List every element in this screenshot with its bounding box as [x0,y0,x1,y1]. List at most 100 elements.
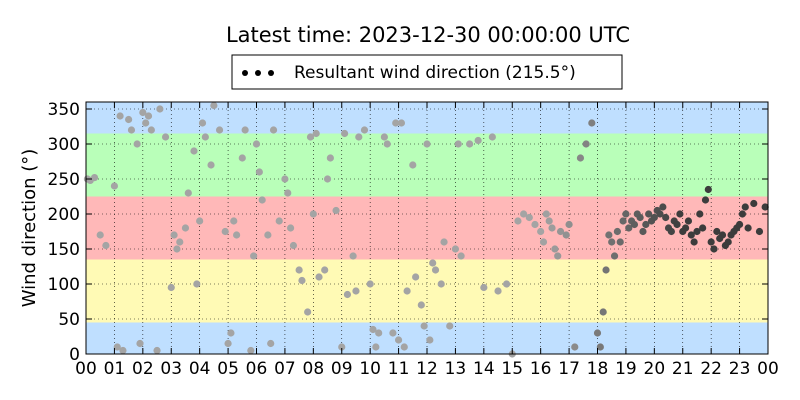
data-point [241,126,249,134]
data-point [153,346,161,355]
data-point [446,322,454,330]
data-point [610,252,619,260]
x-tick-label: 00 [75,359,97,379]
legend-marker [255,70,261,76]
data-point [724,238,732,246]
x-tick-label: 22 [700,359,722,379]
data-point [267,339,275,348]
data-point [554,252,562,260]
data-point [681,224,690,232]
legend-label: Resultant wind direction (215.5°) [294,63,576,83]
data-point [548,224,556,232]
data-point [221,227,229,236]
data-point [352,287,360,295]
data-points [83,101,769,358]
data-point [133,140,141,148]
data-point [420,322,428,330]
data-point [713,227,721,236]
data-point [394,336,403,344]
data-point [474,136,482,145]
data-point [309,210,317,218]
data-point [397,119,406,127]
x-tick-label: 13 [445,359,467,379]
data-point [451,245,460,253]
y-tick-label: 100 [48,275,80,295]
data-point [238,154,246,162]
data-point [545,217,553,225]
data-point [412,273,420,281]
data-point [639,227,647,236]
data-point [525,213,533,222]
data-point [116,112,124,120]
x-tick-label: 21 [672,359,694,379]
data-point [571,343,579,351]
data-point [562,231,570,239]
x-tick-label: 02 [132,359,154,379]
data-point [383,140,391,148]
x-tick-label: 16 [530,359,552,379]
data-point [659,203,667,211]
data-point [366,280,374,288]
data-point [429,259,437,267]
x-tick-label: 01 [104,359,126,379]
data-point [693,227,701,236]
data-point [96,231,104,239]
data-point [642,220,650,229]
data-point [423,140,431,148]
y-tick-label: 350 [48,100,80,120]
data-point [454,140,462,148]
data-point [198,119,207,127]
data-point [599,308,607,316]
data-point [167,283,175,292]
data-point [190,147,198,155]
x-tick-label: 17 [558,359,580,379]
data-point [181,224,190,232]
data-point [662,213,670,222]
data-point [170,231,178,239]
data-point [380,133,388,141]
data-point [701,196,710,204]
y-axis-ticks: 0 50 100 150 200 250 300 350 [48,100,768,365]
data-point [608,238,616,246]
data-point [215,126,224,134]
y-axis-label: Wind direction (°) [19,149,40,308]
data-point [710,245,718,253]
data-point [287,224,295,232]
data-point [718,231,727,239]
data-point [707,238,715,246]
data-point [690,238,698,246]
data-point [625,224,633,232]
data-point [110,182,119,190]
data-point [289,241,298,250]
data-point [210,101,218,110]
data-point [531,220,539,229]
x-tick-label: 03 [160,359,182,379]
legend-marker [268,70,274,76]
data-point [630,220,639,229]
x-tick-label: 06 [246,359,268,379]
data-point [196,217,204,225]
data-point [281,175,289,183]
data-point [676,210,684,218]
data-point [457,252,465,260]
data-point [593,329,602,337]
data-point [480,283,488,292]
x-tick-label: 12 [416,359,438,379]
data-point [360,126,369,134]
data-point [315,273,323,281]
data-point [119,346,127,355]
data-point [704,185,712,194]
data-point [250,252,258,260]
data-point [494,287,502,295]
data-point [565,220,573,229]
x-tick-label: 15 [501,359,523,379]
y-tick-label: 250 [48,170,80,190]
data-point [645,210,653,218]
data-point [332,206,340,215]
data-point [687,231,695,239]
data-point [349,252,357,260]
data-point [264,231,272,239]
data-point [255,168,263,176]
data-point [224,339,232,348]
data-point [312,129,320,138]
